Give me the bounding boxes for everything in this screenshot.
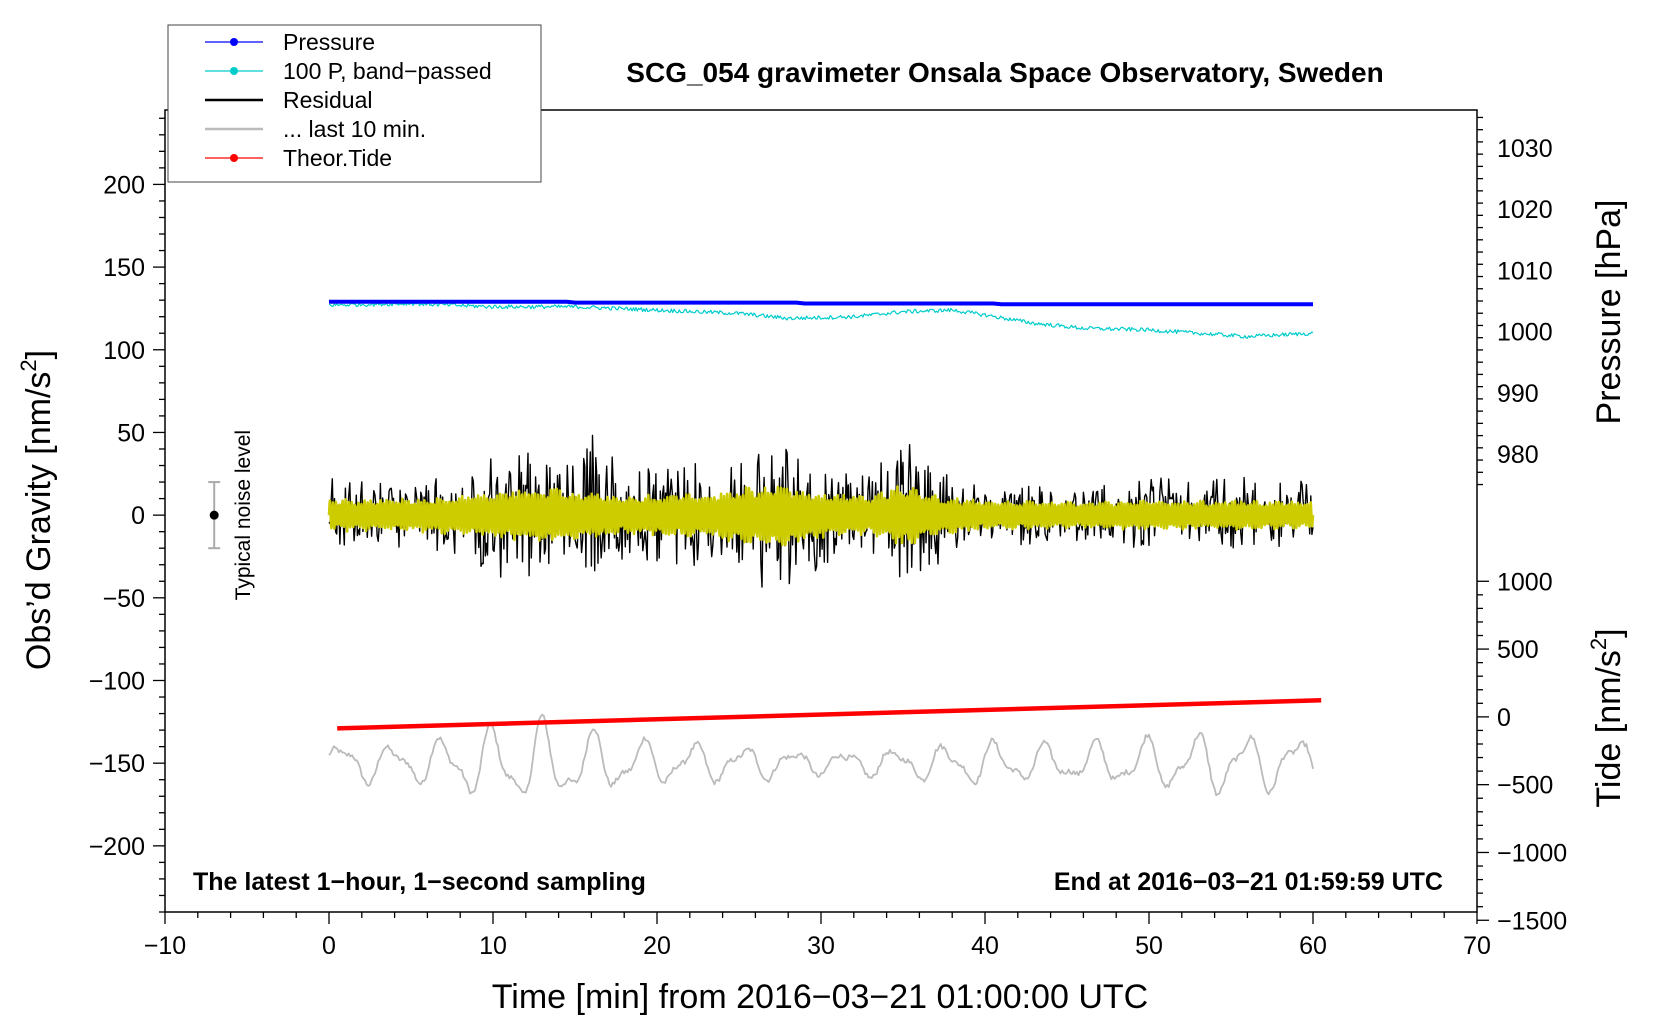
legend-label-pressure: Pressure	[283, 29, 375, 55]
y-axis-title-left-sup: 2	[16, 359, 41, 371]
series-100-p-band-passed	[328, 301, 1314, 339]
y-pressure-tick-label: 1010	[1497, 257, 1553, 285]
legend-box	[167, 24, 542, 183]
noise-label: Typical noise level	[232, 430, 255, 600]
series-layer	[327, 299, 1322, 797]
y-left-tick-label: −100	[89, 667, 145, 695]
y-tide-tick-label: −1500	[1497, 907, 1567, 935]
noise-indicator: Typical noise level	[208, 430, 255, 600]
legend-marker-pressure	[230, 38, 238, 46]
x-tick-label: 30	[807, 932, 835, 960]
y-tide-tick-label: 1000	[1497, 568, 1553, 596]
x-tick-label: 50	[1135, 932, 1163, 960]
series-theor-tide	[337, 698, 1322, 731]
x-tick-label: 20	[643, 932, 671, 960]
y-axis-title-pressure: Pressure [hPa]	[1590, 200, 1628, 425]
chart-title: SCG_054 gravimeter Onsala Space Observat…	[626, 57, 1383, 88]
y-tide-tick-label: −1000	[1497, 839, 1567, 867]
y-axis-title-tide: Tide [nm/s2]	[1586, 628, 1628, 807]
noise-dot	[209, 510, 219, 520]
legend-label-theor-tide: Theor.Tide	[283, 145, 392, 171]
x-tick-label: 0	[322, 932, 336, 960]
y-left-tick-label: 200	[103, 171, 145, 199]
y-axis-title-tide-end: ]	[1590, 628, 1628, 637]
x-tick-label: 40	[971, 932, 999, 960]
y-left-tick-label: −50	[103, 585, 145, 613]
y-tide-tick-label: 0	[1497, 704, 1511, 732]
annotation-sampling: The latest 1−hour, 1−second sampling	[193, 868, 646, 896]
y-left-tick-label: 100	[103, 337, 145, 365]
x-axis-title: Time [min] from 2016−03−21 01:00:00 UTC	[492, 978, 1148, 1016]
legend-label-100-p-band-passed: 100 P, band−passed	[283, 58, 492, 84]
y-pressure-tick-label: 1020	[1497, 196, 1553, 224]
legend-label-residual: Residual	[283, 87, 373, 113]
y-left-tick-label: 50	[117, 419, 145, 447]
series-pressure	[329, 299, 1313, 307]
y-pressure-tick-label: 990	[1497, 380, 1539, 408]
y-tide-tick-label: 500	[1497, 636, 1539, 664]
y-axis-title-left: Obs’d Gravity [nm/s2]	[16, 350, 58, 670]
legend: Pressure 100 P, band−passed Residual ... la…	[167, 24, 542, 183]
x-tick-label: 70	[1463, 932, 1491, 960]
y-axis-title-left-end: ]	[20, 350, 58, 359]
legend-items: Pressure 100 P, band−passed Residual ... la…	[205, 29, 492, 171]
y-left-tick-label: 0	[131, 502, 145, 530]
series-last-10-min	[328, 713, 1314, 797]
y-pressure-tick-label: 1000	[1497, 319, 1553, 347]
x-tick-label: −10	[144, 932, 186, 960]
y-axis-title-left-main: Obs’d Gravity [nm/s	[20, 372, 58, 671]
y-left-tick-label: −200	[89, 833, 145, 861]
y-left-tick-label: 150	[103, 254, 145, 282]
y-pressure-tick-label: 980	[1497, 441, 1539, 469]
annotation-end-time: End at 2016−03−21 01:59:59 UTC	[1054, 868, 1443, 896]
x-tick-label: 10	[479, 932, 507, 960]
x-tick-label: 60	[1299, 932, 1327, 960]
y-pressure-tick-label: 1030	[1497, 135, 1553, 163]
series-residual-filtered	[327, 485, 1315, 547]
y-axis-title-tide-main: Tide [nm/s	[1590, 650, 1628, 807]
y-left-tick-label: −150	[89, 750, 145, 778]
axes-layer: −10 0 10 20 30 40 50 60 70200150100500−50−100−15…	[89, 116, 1567, 960]
legend-marker-theor-tide	[230, 154, 238, 162]
legend-marker-100-p-band-passed	[230, 67, 238, 75]
y-axis-title-tide-sup: 2	[1586, 638, 1611, 650]
y-tide-tick-label: −500	[1497, 772, 1553, 800]
legend-label-last-10-min: ... last 10 min.	[283, 116, 426, 142]
